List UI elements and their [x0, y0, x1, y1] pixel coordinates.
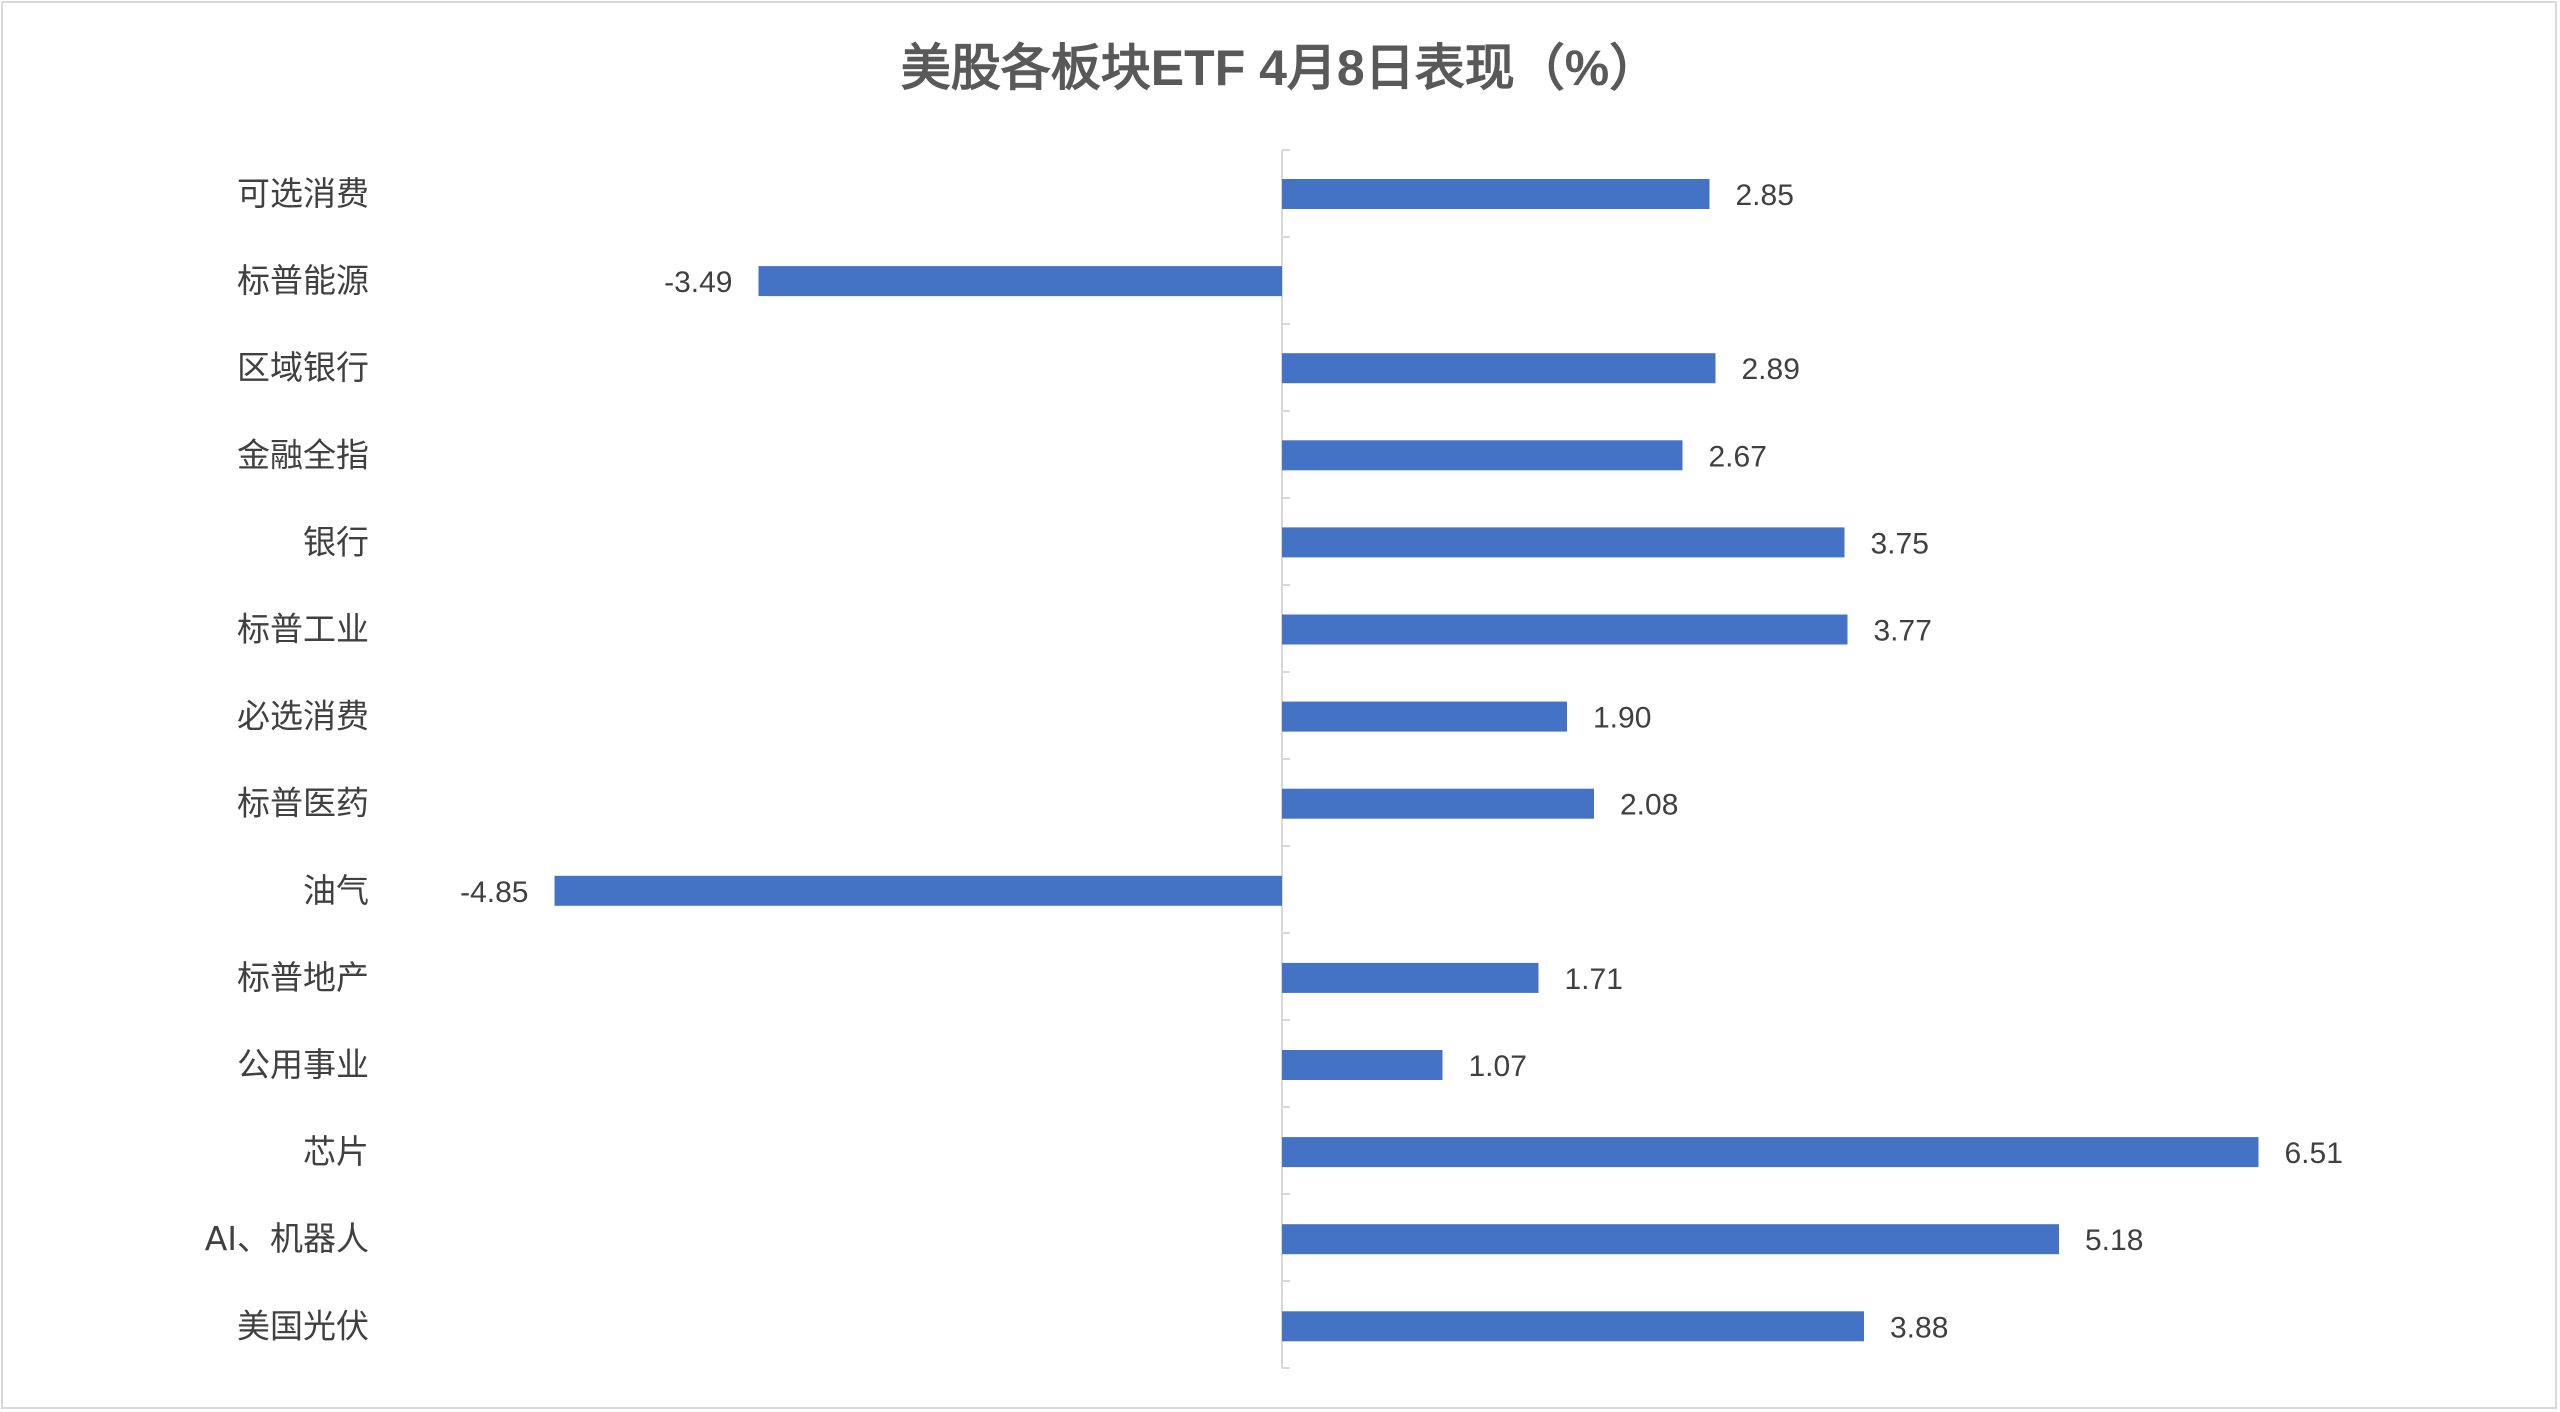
data-label: 3.77 [1874, 615, 1932, 648]
bar [1282, 1137, 2259, 1168]
bar [1282, 1224, 2059, 1255]
bar [1282, 962, 1539, 993]
category-label: 银行 [303, 522, 369, 561]
data-label: 2.08 [1620, 789, 1678, 822]
data-label: -3.49 [664, 266, 732, 299]
data-label: -4.85 [460, 876, 528, 909]
bar [758, 266, 1282, 297]
category-label: AI、机器人 [205, 1219, 369, 1258]
category-label: 芯片 [303, 1132, 369, 1171]
category-label: 可选消费 [237, 174, 369, 213]
chart-title: 美股各板块ETF 4月8日表现（%） [900, 40, 1660, 96]
data-label: 1.90 [1593, 702, 1651, 735]
data-label: 2.85 [1736, 179, 1794, 212]
data-label: 3.88 [1890, 1311, 1948, 1344]
category-label: 油气 [303, 871, 369, 910]
bar [1282, 788, 1594, 819]
bar [1282, 527, 1845, 558]
category-label: 金融全指 [237, 435, 369, 474]
category-label: 美国光伏 [237, 1306, 369, 1345]
category-label: 公用事业 [237, 1045, 369, 1084]
data-label: 1.71 [1565, 963, 1623, 996]
data-label: 5.18 [2085, 1224, 2143, 1257]
data-label: 2.67 [1709, 440, 1767, 473]
bar [1282, 353, 1716, 384]
bar [1282, 179, 1710, 209]
category-label: 标普工业 [237, 610, 369, 649]
category-label: 标普能源 [237, 261, 369, 300]
data-label: 2.89 [1742, 353, 1800, 386]
data-label: 3.75 [1871, 527, 1929, 560]
bar [1282, 440, 1683, 471]
bar [1282, 1311, 1864, 1342]
category-label: 标普医药 [237, 784, 369, 823]
bar [1282, 701, 1567, 732]
bar [1282, 614, 1848, 645]
category-label: 区域银行 [237, 348, 369, 387]
data-label: 6.51 [2285, 1137, 2343, 1170]
category-label: 必选消费 [237, 697, 369, 736]
bar [554, 875, 1282, 906]
bar [1282, 1050, 1443, 1080]
data-label: 1.07 [1469, 1050, 1527, 1083]
category-label: 标普地产 [237, 958, 369, 997]
